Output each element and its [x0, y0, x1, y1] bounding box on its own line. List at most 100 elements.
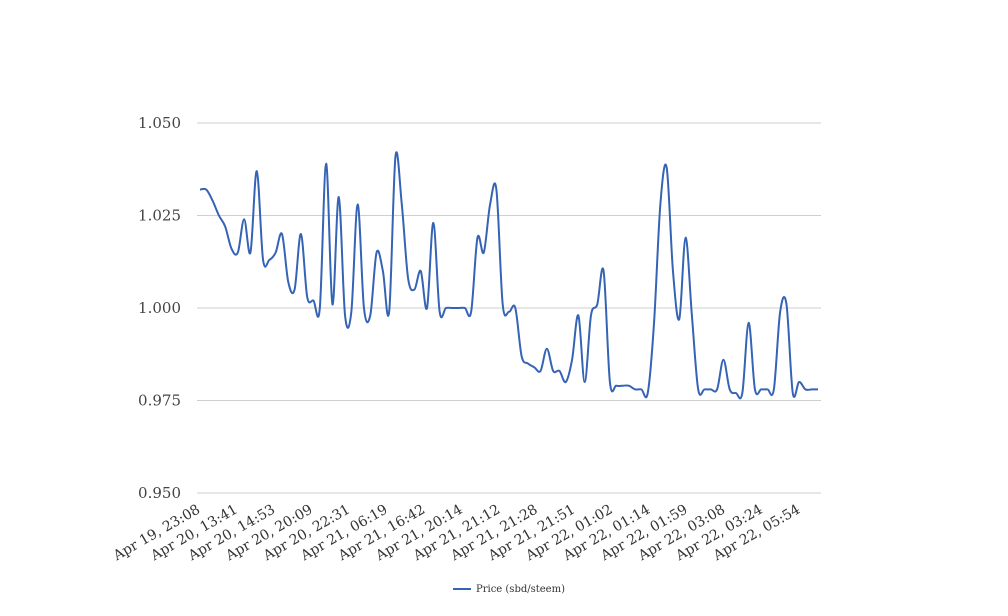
data-point — [331, 303, 333, 305]
data-point — [451, 307, 453, 309]
data-point — [540, 370, 542, 372]
data-point — [773, 388, 775, 390]
data-point — [647, 392, 649, 394]
data-point — [697, 388, 699, 390]
data-point — [275, 252, 277, 254]
data-point — [489, 203, 491, 205]
data-point — [666, 166, 668, 168]
data-point — [521, 355, 523, 357]
legend[interactable]: Price (sbd/steem) — [453, 584, 565, 595]
data-point — [495, 189, 497, 191]
data-point — [596, 303, 598, 305]
data-point — [338, 196, 340, 198]
data-point — [350, 311, 352, 313]
data-point — [237, 252, 239, 254]
series-line-price — [199, 151, 818, 400]
data-point — [735, 392, 737, 394]
data-point — [401, 203, 403, 205]
data-point — [376, 252, 378, 254]
data-point — [262, 259, 264, 261]
y-tick-label: 1.000 — [138, 299, 181, 317]
data-point — [533, 366, 535, 368]
data-point — [294, 289, 296, 291]
data-point — [464, 307, 466, 309]
data-point — [678, 318, 680, 320]
legend-label-price: Price (sbd/steem) — [476, 584, 565, 595]
data-point — [319, 307, 321, 309]
data-point — [615, 385, 617, 387]
data-point — [514, 307, 516, 309]
data-point — [256, 170, 258, 172]
data-point — [483, 252, 485, 254]
data-point — [205, 189, 207, 191]
data-point — [584, 381, 586, 383]
data-point — [703, 388, 705, 390]
y-tick-label: 1.025 — [138, 207, 181, 225]
data-point — [710, 388, 712, 390]
data-point — [748, 322, 750, 324]
data-point — [249, 252, 251, 254]
data-point — [382, 270, 384, 272]
data-point — [369, 314, 371, 316]
data-point — [470, 311, 472, 313]
data-point — [811, 388, 813, 390]
data-point — [439, 311, 441, 313]
data-point — [458, 307, 460, 309]
data-point — [306, 296, 308, 298]
data-point — [672, 270, 674, 272]
data-point — [527, 363, 529, 365]
data-point — [508, 311, 510, 313]
data-point — [685, 237, 687, 239]
data-point — [571, 359, 573, 361]
data-point — [218, 215, 220, 217]
series-lines — [199, 151, 818, 400]
data-point — [691, 314, 693, 316]
data-point — [432, 222, 434, 224]
data-point — [199, 189, 201, 191]
data-point — [268, 259, 270, 261]
gridlines — [197, 122, 821, 494]
data-point — [243, 218, 245, 220]
y-tick-label: 0.975 — [138, 392, 181, 410]
data-point — [760, 388, 762, 390]
y-tick-label: 0.950 — [138, 484, 181, 502]
data-point — [231, 248, 233, 250]
data-point — [420, 270, 422, 272]
data-point — [212, 200, 214, 202]
data-point — [804, 388, 806, 390]
data-point — [741, 392, 743, 394]
data-point — [344, 314, 346, 316]
data-point — [281, 233, 283, 235]
data-point — [577, 314, 579, 316]
data-point — [558, 370, 560, 372]
data-point — [445, 307, 447, 309]
data-point — [785, 303, 787, 305]
data-point — [313, 300, 315, 302]
data-point — [300, 233, 302, 235]
data-point — [798, 381, 800, 383]
data-point — [546, 348, 548, 350]
data-point — [502, 303, 504, 305]
data-point — [722, 359, 724, 361]
data-point — [628, 385, 630, 387]
data-point — [634, 388, 636, 390]
data-point — [754, 388, 756, 390]
data-point — [659, 203, 661, 205]
data-point — [622, 385, 624, 387]
data-point — [792, 392, 794, 394]
data-point — [640, 388, 642, 390]
data-point — [609, 381, 611, 383]
data-point — [325, 163, 327, 165]
data-point — [363, 307, 365, 309]
data-point — [407, 277, 409, 279]
y-tick-label: 1.050 — [138, 114, 181, 132]
data-point — [716, 388, 718, 390]
data-point — [394, 155, 396, 157]
data-point — [357, 203, 359, 205]
data-point — [603, 270, 605, 272]
data-point — [388, 311, 390, 313]
data-point — [476, 237, 478, 239]
data-point — [767, 388, 769, 390]
